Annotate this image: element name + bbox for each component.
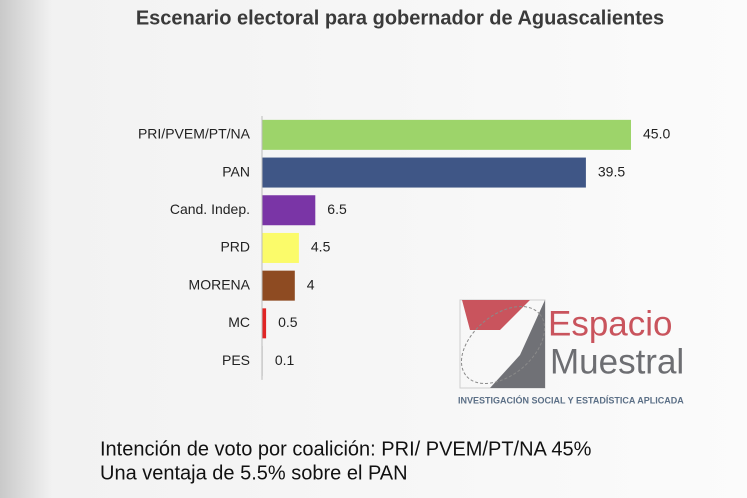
footer-line: Una ventaja de 5.5% sobre el PAN — [100, 462, 408, 484]
bar — [262, 308, 267, 339]
footer-line: Intención de voto por coalición: PRI/ PV… — [100, 438, 592, 460]
value-label: 45.0 — [643, 126, 670, 142]
category-label: MC — [228, 314, 250, 330]
category-label: PAN — [222, 163, 250, 179]
logo-text: Muestral — [550, 342, 684, 381]
value-label: 0.5 — [278, 314, 298, 330]
category-label: PRI/PVEM/PT/NA — [138, 126, 251, 142]
value-label: 6.5 — [327, 201, 347, 217]
bar — [262, 119, 631, 150]
value-label: 4.5 — [311, 239, 331, 255]
logo-shape — [490, 300, 545, 388]
bar — [262, 157, 586, 188]
category-label: PRD — [220, 239, 250, 255]
logo-ellipse — [460, 306, 546, 384]
value-label: 4 — [307, 276, 315, 292]
bar — [262, 232, 299, 263]
category-label: PES — [222, 352, 250, 368]
value-label: 0.1 — [275, 352, 295, 368]
bar — [262, 195, 316, 226]
logo-text: Espacio — [548, 304, 673, 343]
logo-shape — [462, 300, 530, 330]
logo-tagline: INVESTIGACIÓN SOCIAL Y ESTADÍSTICA APLIC… — [458, 394, 684, 405]
logo: Espacio Muestral INVESTIGACIÓN SOCIAL Y … — [458, 299, 684, 405]
category-label: Cand. Indep. — [170, 201, 250, 217]
chart-title: Escenario electoral para gobernador de A… — [136, 7, 664, 29]
bar — [262, 270, 295, 301]
value-label: 39.5 — [598, 163, 625, 179]
category-label: MORENA — [189, 276, 251, 292]
